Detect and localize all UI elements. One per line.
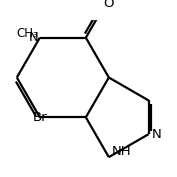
Text: O: O: [104, 0, 114, 10]
Text: CH₃: CH₃: [16, 27, 38, 40]
Text: NH: NH: [112, 145, 131, 158]
Text: N: N: [151, 128, 161, 141]
Text: N: N: [28, 31, 38, 44]
Text: Br: Br: [33, 110, 47, 124]
